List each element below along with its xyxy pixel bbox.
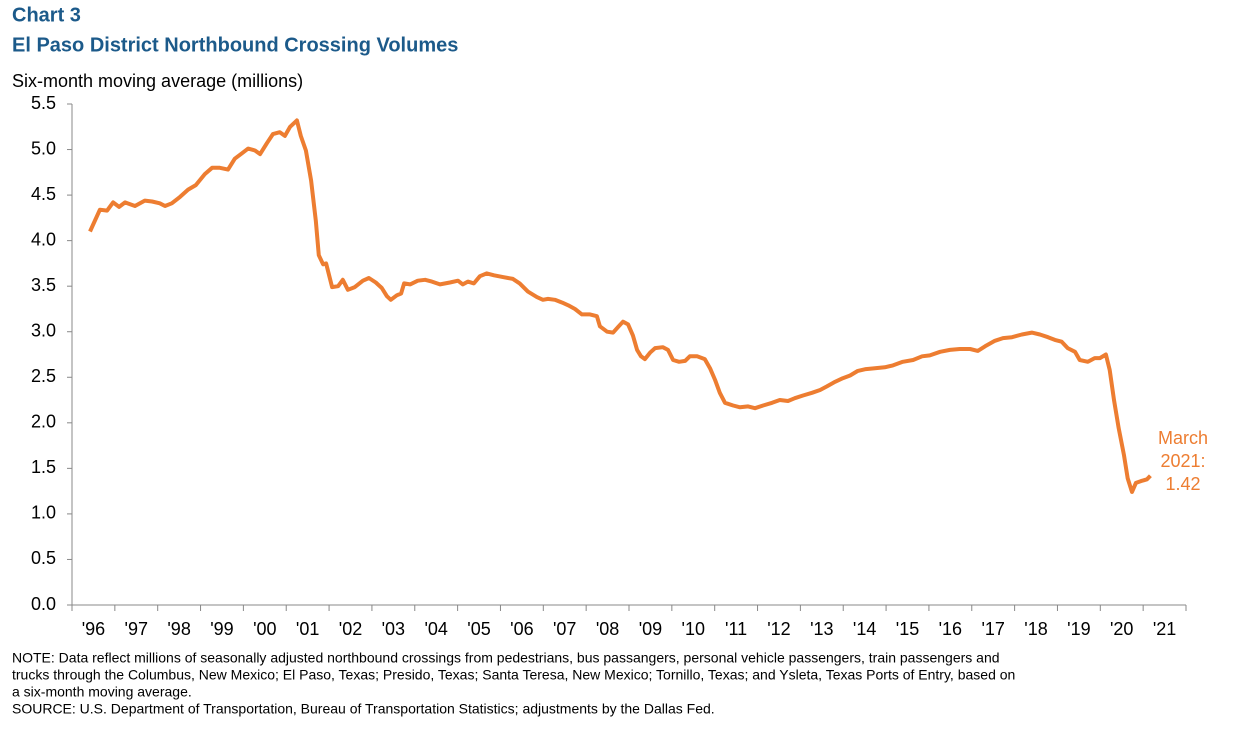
y-tick-label: 5.5 (31, 93, 56, 113)
x-tick-label: '96 (82, 619, 105, 639)
y-tick-label: 1.5 (31, 457, 56, 477)
x-tick-label: '00 (253, 619, 276, 639)
x-tick-label: '98 (167, 619, 190, 639)
x-tick-label: '99 (210, 619, 233, 639)
note: trucks through the Columbus, New Mexico;… (12, 667, 1015, 683)
x-tick-label: '15 (896, 619, 919, 639)
x-tick-label: '01 (296, 619, 319, 639)
x-tick-label: '05 (467, 619, 490, 639)
note: NOTE: Data reflect millions of seasonall… (12, 650, 1000, 666)
x-tick-label: '11 (725, 619, 747, 639)
x-tick-label: '16 (939, 619, 962, 639)
y-tick-label: 3.0 (31, 320, 56, 340)
x-tick-label: '19 (1067, 619, 1090, 639)
y-tick-label: 4.5 (31, 184, 56, 204)
chart-title: Chart 3 (12, 4, 81, 26)
y-axis-label: Six-month moving average (millions) (12, 71, 303, 91)
source: SOURCE: U.S. Department of Transportatio… (12, 701, 715, 717)
line-series (88, 118, 1152, 494)
y-tick-label: 2.0 (31, 412, 56, 432)
x-tick-label: '14 (853, 619, 876, 639)
x-tick-label: '12 (767, 619, 790, 639)
x-tick-label: '10 (682, 619, 705, 639)
y-tick-label: 2.5 (31, 366, 56, 386)
y-tick-label: 3.5 (31, 275, 56, 295)
x-tick-label: '09 (639, 619, 662, 639)
x-tick-label: '03 (382, 619, 405, 639)
x-tick-label: '17 (981, 619, 1004, 639)
x-tick-label: '97 (125, 619, 148, 639)
note: a six-month moving average. (12, 684, 192, 700)
x-tick-label: '20 (1110, 619, 1133, 639)
annotation: 2021: (1160, 451, 1205, 471)
y-tick-label: 4.0 (31, 229, 56, 249)
y-tick-label: 1.0 (31, 503, 56, 523)
x-tick-label: '13 (810, 619, 833, 639)
x-tick-label: '07 (553, 619, 576, 639)
y-tick-label: 0.0 (31, 594, 56, 614)
y-tick-label: 0.5 (31, 548, 56, 568)
x-tick-label: '21 (1153, 619, 1176, 639)
chart-subtitle: El Paso District Northbound Crossing Vol… (12, 34, 458, 56)
x-tick-label: '18 (1024, 619, 1047, 639)
y-tick-label: 5.0 (31, 138, 56, 158)
annotation: March (1158, 428, 1208, 448)
x-tick-label: '08 (596, 619, 619, 639)
data-label: 1.42 (1165, 474, 1200, 494)
x-tick-label: '06 (510, 619, 533, 639)
x-tick-label: '04 (424, 619, 447, 639)
x-tick-label: '02 (339, 619, 362, 639)
